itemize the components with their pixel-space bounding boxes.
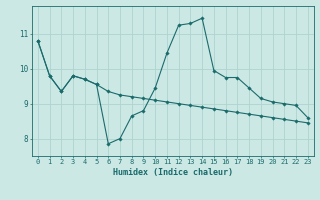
X-axis label: Humidex (Indice chaleur): Humidex (Indice chaleur) xyxy=(113,168,233,177)
